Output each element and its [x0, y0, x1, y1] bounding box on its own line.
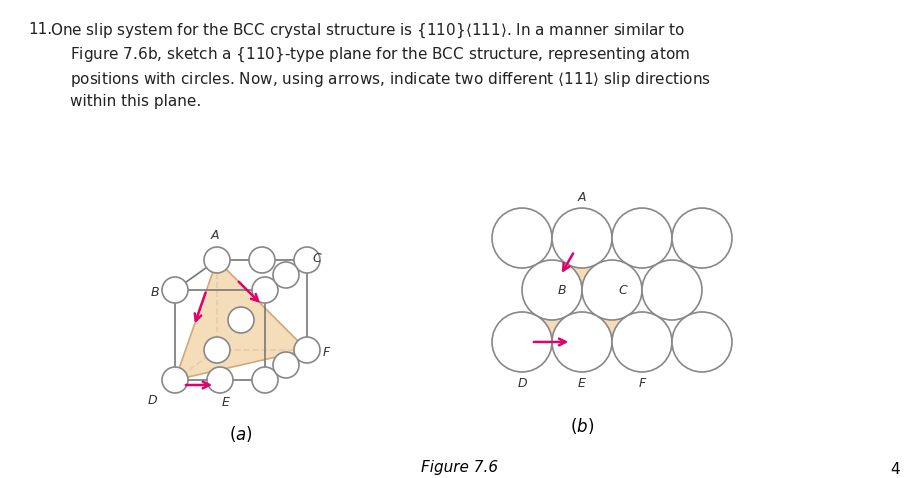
- Circle shape: [294, 337, 320, 363]
- Text: positions with circles. Now, using arrows, indicate two different $\langle111\ra: positions with circles. Now, using arrow…: [70, 70, 711, 89]
- Text: F: F: [638, 377, 645, 390]
- Circle shape: [252, 367, 278, 393]
- Circle shape: [552, 312, 612, 372]
- Circle shape: [672, 208, 732, 268]
- Text: E: E: [578, 377, 586, 390]
- Text: B: B: [151, 285, 159, 298]
- Text: One slip system for the BCC crystal structure is $\{110\}\langle111\rangle$. In : One slip system for the BCC crystal stru…: [50, 22, 686, 41]
- Text: D: D: [517, 377, 527, 390]
- Text: 4: 4: [890, 462, 900, 477]
- Text: E: E: [222, 396, 230, 409]
- Text: F: F: [323, 346, 330, 358]
- Text: D: D: [148, 394, 157, 407]
- Circle shape: [612, 312, 672, 372]
- Circle shape: [162, 277, 188, 303]
- Text: $\mathit{(b)}$: $\mathit{(b)}$: [570, 416, 594, 436]
- Text: $\mathit{(a)}$: $\mathit{(a)}$: [230, 424, 252, 444]
- Circle shape: [492, 312, 552, 372]
- Circle shape: [642, 260, 702, 320]
- Circle shape: [273, 352, 299, 378]
- Text: A: A: [577, 191, 587, 204]
- Circle shape: [204, 247, 230, 273]
- Circle shape: [249, 247, 275, 273]
- Polygon shape: [552, 238, 612, 290]
- Circle shape: [582, 260, 642, 320]
- Text: Figure 7.6: Figure 7.6: [421, 460, 498, 475]
- Text: A: A: [211, 229, 219, 242]
- Circle shape: [273, 262, 299, 288]
- Text: within this plane.: within this plane.: [70, 94, 201, 109]
- Circle shape: [294, 247, 320, 273]
- Polygon shape: [522, 290, 582, 342]
- Circle shape: [162, 367, 188, 393]
- Circle shape: [492, 208, 552, 268]
- Circle shape: [204, 337, 230, 363]
- Text: C: C: [618, 283, 627, 296]
- Text: 11.: 11.: [28, 22, 52, 37]
- Circle shape: [252, 277, 278, 303]
- Circle shape: [552, 208, 612, 268]
- Text: C: C: [312, 251, 320, 264]
- Text: B: B: [558, 283, 566, 296]
- Circle shape: [612, 208, 672, 268]
- Polygon shape: [175, 260, 307, 380]
- Circle shape: [207, 367, 233, 393]
- Text: Figure 7.6b, sketch a $\{110\}$-type plane for the BCC structure, representing a: Figure 7.6b, sketch a $\{110\}$-type pla…: [70, 46, 690, 65]
- Circle shape: [522, 260, 582, 320]
- Circle shape: [228, 307, 254, 333]
- Circle shape: [672, 312, 732, 372]
- Polygon shape: [582, 290, 642, 342]
